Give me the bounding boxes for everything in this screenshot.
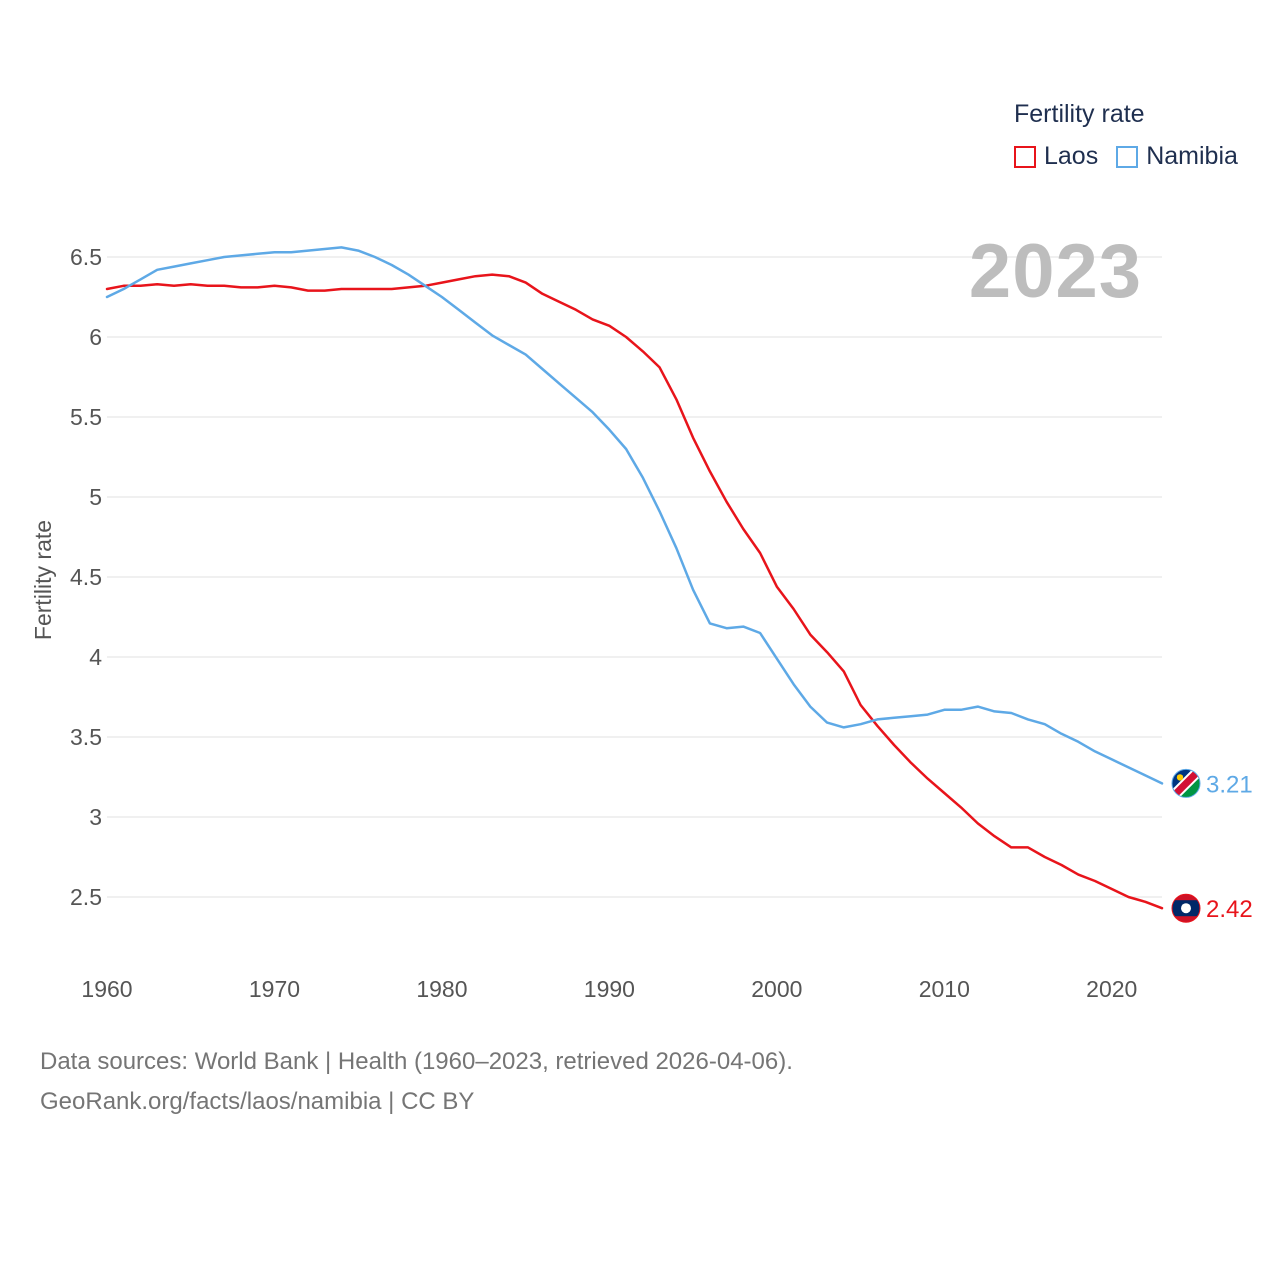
namibia-flag-icon [1171, 768, 1201, 798]
footer: Data sources: World Bank | Health (1960–… [40, 1042, 793, 1122]
x-tick-label: 2020 [1086, 976, 1137, 1002]
gridlines [107, 256, 1162, 898]
legend: Laos Namibia [1014, 142, 1256, 171]
x-tick-label: 1970 [249, 976, 300, 1002]
legend-label-namibia: Namibia [1146, 142, 1238, 170]
y-tick-label: 5 [89, 484, 102, 510]
x-tick-label: 1980 [416, 976, 467, 1002]
end-value-label-laos: 2.42 [1206, 896, 1253, 923]
legend-swatch-laos [1014, 145, 1036, 168]
year-label: 2023 [968, 229, 1142, 314]
y-tick-label: 2.5 [70, 884, 102, 910]
footer-attribution[interactable]: GeoRank.org/facts/laos/namibia | CC BY [40, 1088, 475, 1115]
y-tick-label: 6.5 [70, 244, 102, 270]
y-tick-label: 6 [89, 324, 102, 350]
series-line-namibia[interactable] [105, 246, 1164, 785]
laos-flag-icon [1171, 893, 1201, 923]
series-lines [105, 246, 1164, 910]
legend-title: Fertility rate [1014, 100, 1145, 128]
end-markers: 2.42 3.21 [1171, 768, 1253, 923]
legend-swatch-namibia [1116, 145, 1139, 168]
y-tick-label: 4 [89, 644, 102, 670]
y-tick-label: 5.5 [70, 404, 102, 430]
y-tick-label: 3 [89, 804, 102, 830]
x-axis-ticks: 1960 1970 1980 1990 2000 2010 2020 [81, 976, 1137, 1002]
y-tick-label: 4.5 [70, 564, 102, 590]
y-axis-title: Fertility rate [30, 520, 56, 640]
x-tick-label: 2010 [919, 976, 970, 1002]
y-tick-label: 3.5 [70, 724, 102, 750]
legend-item-laos[interactable]: Laos [1014, 142, 1098, 171]
legend-label-laos: Laos [1044, 142, 1099, 170]
footer-sources: Data sources: World Bank | Health (1960–… [40, 1048, 793, 1075]
x-tick-label: 2000 [751, 976, 802, 1002]
legend-item-namibia[interactable]: Namibia [1116, 142, 1238, 171]
end-value-label-namibia: 3.21 [1206, 771, 1253, 798]
x-tick-label: 1960 [81, 976, 132, 1002]
x-tick-label: 1990 [584, 976, 635, 1002]
y-axis-ticks: 2.5 3 3.5 4 4.5 5 5.5 6 6.5 [70, 244, 102, 910]
series-line-laos[interactable] [105, 273, 1164, 910]
